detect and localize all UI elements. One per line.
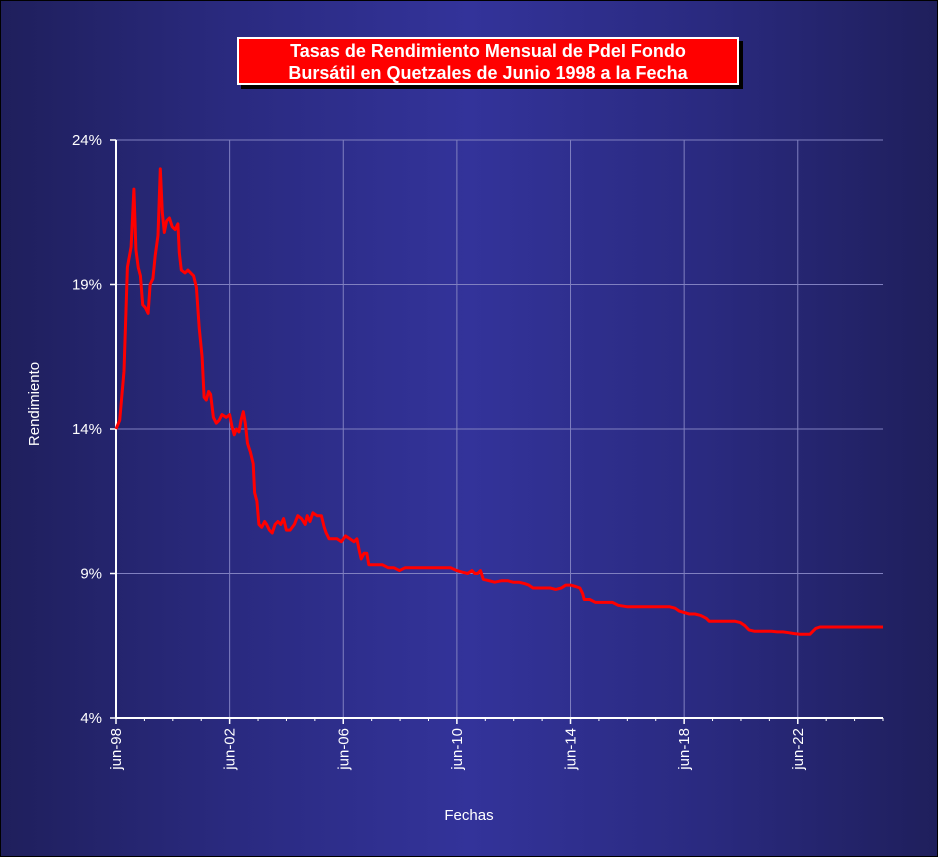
chart-title-line-2: Bursátil en Quetzales de Junio 1998 a la… [288,63,688,83]
y-tick-label: 19% [72,277,102,294]
chart-title: Tasas de Rendimiento Mensual de PdeI Fon… [237,37,739,85]
x-tick-label: jun-02 [222,728,239,771]
x-tick-label: jun-10 [449,728,466,771]
y-tick-label: 4% [80,710,102,727]
chart-title-line-1: Tasas de Rendimiento Mensual de PdeI Fon… [290,41,686,61]
x-tick-label: jun-18 [676,728,693,771]
x-tick-label: jun-14 [563,728,580,771]
y-tick-label: 24% [72,132,102,149]
series-layer [114,167,883,636]
y-tick-label: 14% [72,421,102,438]
y-tick-label: 9% [80,566,102,583]
x-tick-label: jun-98 [108,728,125,771]
grid-layer [116,139,883,718]
x-tick-label: jun-22 [790,728,807,771]
series-line-rendimiento [114,167,883,636]
x-axis-title: Fechas [444,807,493,824]
x-tick-label: jun-06 [335,728,352,771]
y-axis-title: Rendimiento [26,362,43,446]
axes-layer: 4% 9% 14% 19% 24% jun-98 jun-02 jun-06 jun-10 jun… [72,132,884,771]
